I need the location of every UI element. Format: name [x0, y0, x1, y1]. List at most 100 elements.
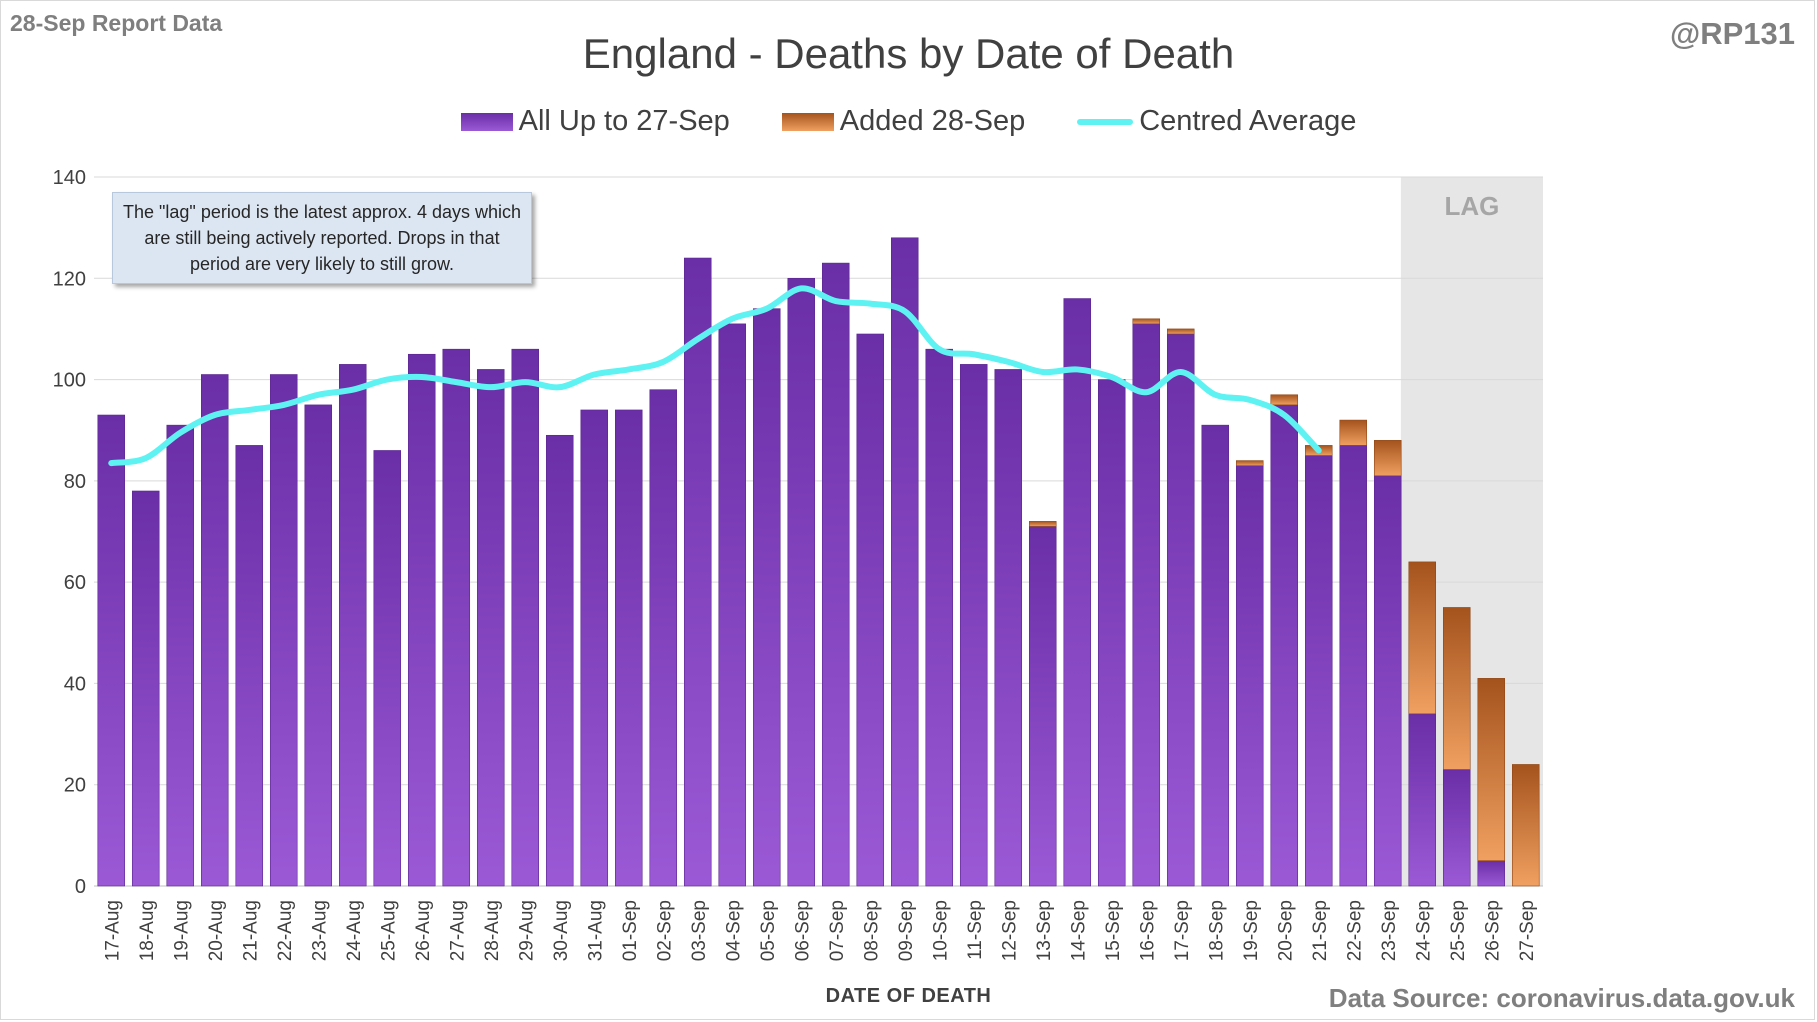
x-tick-label: 29-Aug — [516, 900, 537, 961]
legend: All Up to 27-Sep Added 28-Sep Centred Av… — [0, 105, 1817, 138]
data-source-label: Data Source: coronavirus.data.gov.uk — [1328, 983, 1795, 1013]
y-tick-label: 60 — [64, 572, 86, 594]
bar-added — [1373, 440, 1402, 477]
legend-swatch-purple — [460, 112, 513, 131]
x-tick-label: 05-Sep — [758, 900, 779, 961]
x-axis-title-row: DATE OF DEATH — [0, 985, 1817, 1008]
x-tick-label: 08-Sep — [861, 900, 882, 961]
bar-base — [1097, 379, 1126, 887]
bar-base — [1477, 860, 1506, 887]
y-tick-label: 120 — [53, 268, 86, 290]
legend-swatch-line — [1077, 118, 1134, 125]
x-tick-label: 06-Sep — [792, 900, 813, 961]
bar-base — [614, 409, 643, 887]
bar-base — [1373, 475, 1402, 887]
x-tick-label: 23-Sep — [1379, 900, 1400, 961]
x-tick-label: 09-Sep — [896, 900, 917, 961]
x-tick-label: 17-Aug — [102, 900, 123, 961]
bar-base — [1201, 424, 1230, 887]
x-tick-label: 04-Sep — [723, 900, 744, 961]
x-tick-label: 13-Sep — [1034, 900, 1055, 961]
bar-base — [1270, 404, 1299, 887]
x-tick-label: 19-Aug — [171, 900, 192, 961]
bar-base — [407, 353, 436, 887]
y-tick-label: 40 — [64, 673, 86, 695]
bar-base — [580, 409, 609, 887]
x-tick-label: 22-Sep — [1344, 900, 1365, 961]
x-tick-label: 24-Aug — [344, 900, 365, 961]
bar-base — [1339, 445, 1368, 887]
author-handle: @RP131 — [1669, 16, 1795, 51]
x-tick-label: 18-Sep — [1206, 900, 1227, 961]
bar-base — [890, 237, 919, 887]
bar-added — [1270, 394, 1299, 406]
bar-base — [1063, 298, 1092, 887]
x-tick-label: 21-Sep — [1310, 900, 1331, 961]
x-tick-label: 12-Sep — [999, 900, 1020, 961]
bar-base — [511, 348, 540, 887]
bar-base — [131, 490, 160, 887]
y-tick-label: 0 — [75, 876, 86, 898]
x-tick-label: 31-Aug — [585, 900, 606, 961]
bar-added — [1408, 561, 1437, 715]
x-tick-label: 19-Sep — [1241, 900, 1262, 961]
bar-base — [856, 333, 885, 887]
bar-base — [338, 364, 367, 887]
legend-label-added: Added 28-Sep — [839, 105, 1026, 137]
bar-base — [1166, 333, 1195, 887]
bar-added — [1166, 328, 1195, 335]
bar-base — [1304, 455, 1333, 887]
x-tick-label: 07-Sep — [827, 900, 848, 961]
x-tick-label: 21-Aug — [240, 900, 261, 961]
legend-swatch-orange — [781, 112, 834, 131]
bar-base — [787, 277, 816, 887]
x-tick-label: 22-Aug — [275, 900, 296, 961]
x-tick-label: 16-Sep — [1137, 900, 1158, 961]
x-tick-label: 27-Sep — [1517, 900, 1538, 961]
y-tick-label: 20 — [64, 775, 86, 797]
bar-added — [1442, 607, 1471, 770]
x-tick-label: 26-Sep — [1482, 900, 1503, 961]
x-tick-label: 02-Sep — [654, 900, 675, 961]
x-tick-label: 23-Aug — [309, 900, 330, 961]
bar-added — [1235, 460, 1264, 466]
bar-base — [235, 445, 264, 887]
lag-label: LAG — [1444, 191, 1499, 221]
legend-entry-added: Added 28-Sep — [781, 105, 1026, 138]
x-tick-label: 14-Sep — [1068, 900, 1089, 961]
bar-base — [683, 257, 712, 887]
chart-title: England - Deaths by Date of Death — [582, 30, 1235, 77]
x-tick-label: 15-Sep — [1103, 900, 1124, 961]
bar-base — [269, 374, 298, 887]
x-tick-label: 20-Sep — [1275, 900, 1296, 961]
bar-base — [1028, 526, 1057, 887]
bar-base — [649, 389, 678, 887]
legend-entry-average: Centred Average — [1077, 105, 1356, 138]
bar-base — [304, 404, 333, 887]
bar-added — [1511, 764, 1540, 887]
bar-base — [925, 348, 954, 887]
bar-base — [959, 364, 988, 887]
bar-added — [1339, 419, 1368, 446]
bar-added — [1132, 318, 1161, 325]
bar-base — [718, 323, 747, 887]
legend-label-average: Centred Average — [1139, 105, 1357, 137]
x-tick-label: 17-Sep — [1172, 900, 1193, 961]
x-tick-label: 20-Aug — [206, 900, 227, 961]
bar-base — [1442, 769, 1471, 887]
y-tick-label: 140 — [53, 167, 86, 189]
bar-base — [1408, 713, 1437, 887]
x-tick-label: 27-Aug — [447, 900, 468, 961]
y-tick-label: 100 — [53, 370, 86, 392]
bar-base — [200, 374, 229, 887]
y-tick-label: 80 — [64, 471, 86, 493]
x-tick-label: 28-Aug — [482, 900, 503, 961]
lag-note-box: The "lag" period is the latest approx. 4… — [112, 192, 532, 284]
legend-entry-base: All Up to 27-Sep — [460, 105, 730, 138]
bar-base — [166, 424, 195, 887]
x-tick-label: 18-Aug — [137, 900, 158, 961]
x-tick-label: 01-Sep — [620, 900, 641, 961]
x-tick-label: 30-Aug — [551, 900, 572, 961]
x-tick-label: 25-Sep — [1448, 900, 1469, 961]
